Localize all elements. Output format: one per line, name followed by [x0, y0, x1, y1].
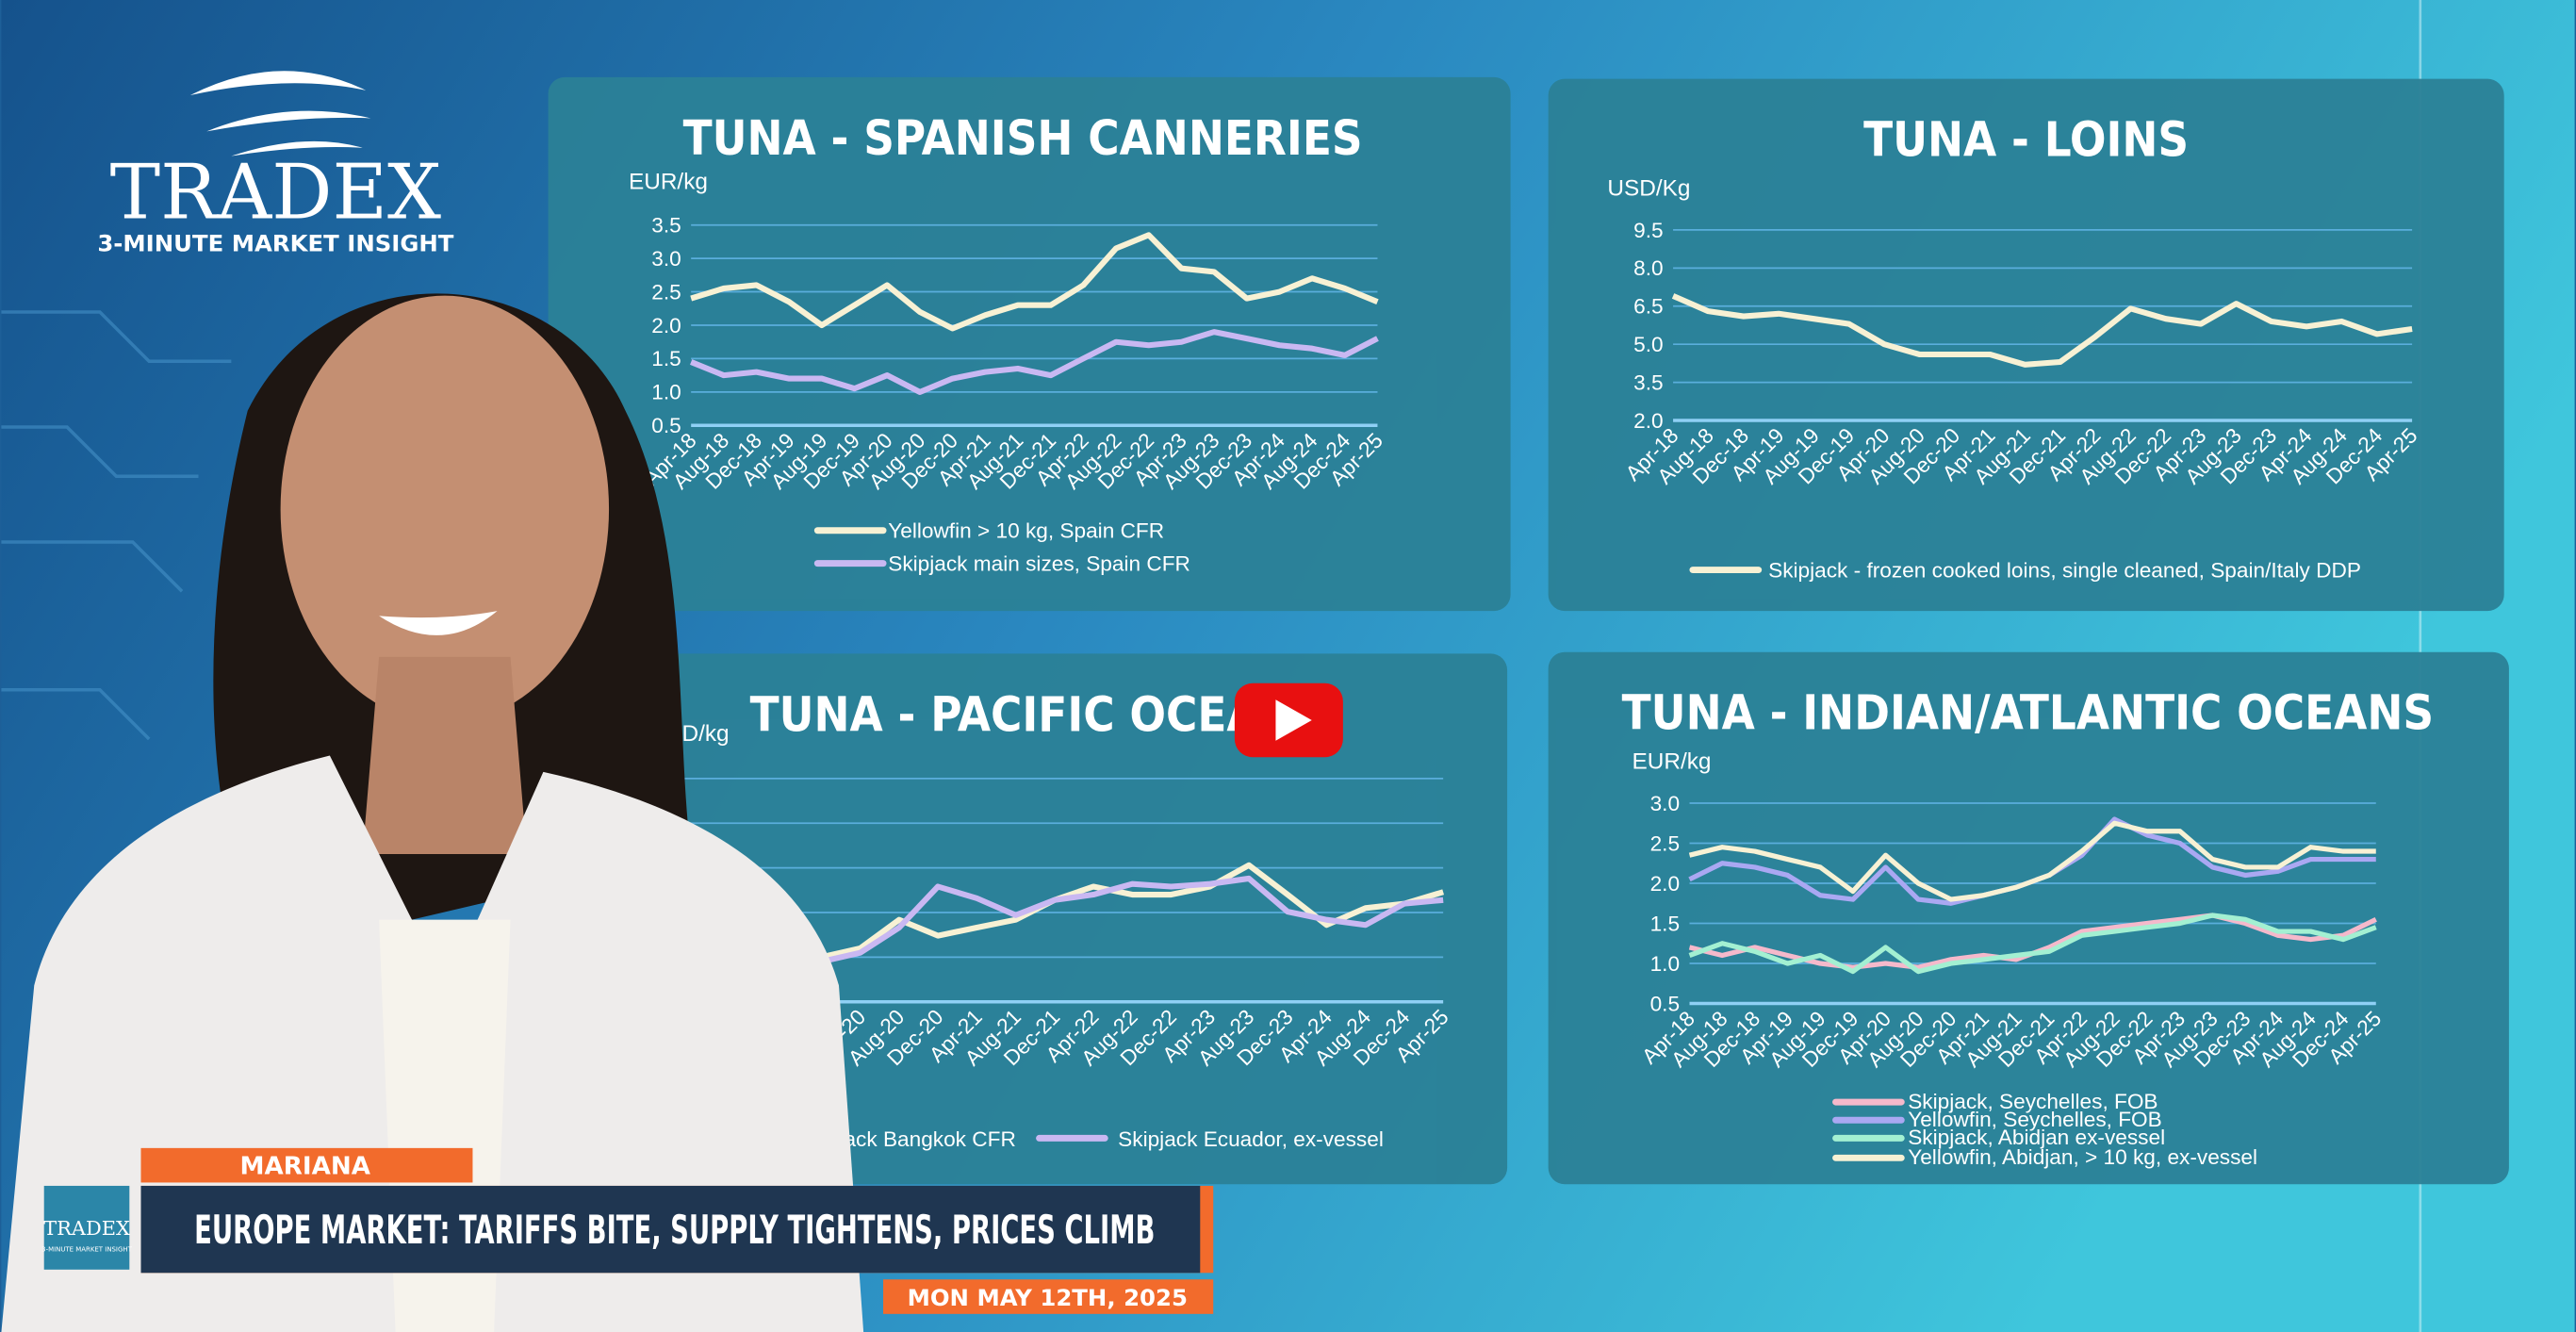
legend-label: Yellowfin, Seychelles, FOB: [1908, 1108, 2162, 1131]
y-tick-label: 2.0: [1633, 409, 1663, 433]
y-tick-label: 1.0: [651, 381, 681, 404]
y-tick-label: 2.0: [1650, 872, 1680, 896]
logo-brand: TRADEX: [110, 149, 441, 237]
legend-label: Skipjack, Abidjan ex-vessel: [1908, 1126, 2165, 1149]
legend-label: Yellowfin, Abidjan, > 10 kg, ex-vessel: [1908, 1145, 2257, 1169]
lower-third: MARIANA EUROPE MARKET: TARIFFS BITE, SUP…: [41, 1147, 1214, 1314]
y-tick-label: 1.5: [651, 347, 681, 370]
y-tick-label: 6.5: [1633, 295, 1663, 319]
y-tick-label: 9.5: [1633, 219, 1663, 242]
legend-label: Skipjack - frozen cooked loins, single c…: [1768, 559, 2361, 583]
y-tick-label: 3.0: [1650, 792, 1680, 815]
play-icon[interactable]: [1275, 699, 1312, 741]
chart-title: TUNA - LOINS: [1863, 112, 2189, 168]
play-button[interactable]: [1234, 682, 1343, 758]
mini-logo-brand: TRADEX: [43, 1217, 130, 1240]
y-tick-label: 3.5: [651, 214, 681, 238]
y-tick-label: 1.0: [1650, 952, 1680, 976]
face: [280, 295, 610, 723]
legend-label: Skipjack main sizes, Spain CFR: [888, 552, 1190, 576]
y-tick-label: 2.5: [651, 280, 681, 304]
series-line: [690, 329, 1379, 395]
panel: [548, 76, 1511, 612]
y-tick-label: 0.5: [1650, 992, 1680, 1015]
y-tick-label: 8.0: [1633, 256, 1663, 280]
y-axis-label: EUR/kg: [1633, 748, 1712, 774]
y-tick-label: 0.5: [651, 414, 681, 437]
headline: EUROPE MARKET: TARIFFS BITE, SUPPLY TIGH…: [194, 1207, 1155, 1253]
chart-title: TUNA - PACIFIC OCEAN: [750, 686, 1296, 742]
legend-label: Yellowfin > 10 kg, Spain CFR: [888, 519, 1164, 543]
smile: [379, 611, 498, 635]
logo-fish: [189, 71, 371, 156]
presenter-name: MARIANA: [240, 1153, 371, 1181]
date: MON MAY 12TH, 2025: [908, 1284, 1188, 1311]
y-tick-label: 3.0: [651, 247, 681, 271]
neck: [362, 656, 527, 854]
series-line: [1671, 293, 2413, 368]
name-bar: [140, 1147, 473, 1183]
chart-title: TUNA - INDIAN/ATLANTIC OCEANS: [1622, 685, 2434, 741]
logo: TRADEX 3-MINUTE MARKET INSIGHT: [97, 71, 454, 257]
y-tick-label: 2.5: [1650, 831, 1680, 855]
mini-logo-bg: [43, 1185, 130, 1270]
series-line: [1688, 820, 2376, 902]
y-tick-label: 5.0: [1633, 333, 1663, 356]
y-axis-label: EUR/kg: [629, 169, 708, 194]
date-bar: [883, 1279, 1214, 1314]
mini-logo-tagline: 3-MINUTE MARKET INSIGHT: [41, 1246, 132, 1254]
y-axis-label: USD/Kg: [1607, 175, 1690, 201]
logo-tagline: 3-MINUTE MARKET INSIGHT: [97, 230, 453, 257]
chart-title: TUNA - SPANISH CANNERIES: [683, 110, 1363, 166]
y-tick-label: 2.0: [651, 314, 681, 337]
legend-label: Skipjack Ecuador, ex-vessel: [1118, 1127, 1384, 1151]
legend-label: Skipjack, Seychelles, FOB: [1908, 1090, 2158, 1113]
headline-bar: [140, 1185, 1201, 1274]
panel: [1548, 651, 2509, 1185]
series-line: [690, 232, 1379, 332]
series-line: [1688, 913, 2377, 975]
y-tick-label: 1.5: [1650, 912, 1680, 935]
y-tick-label: 3.5: [1633, 370, 1663, 394]
